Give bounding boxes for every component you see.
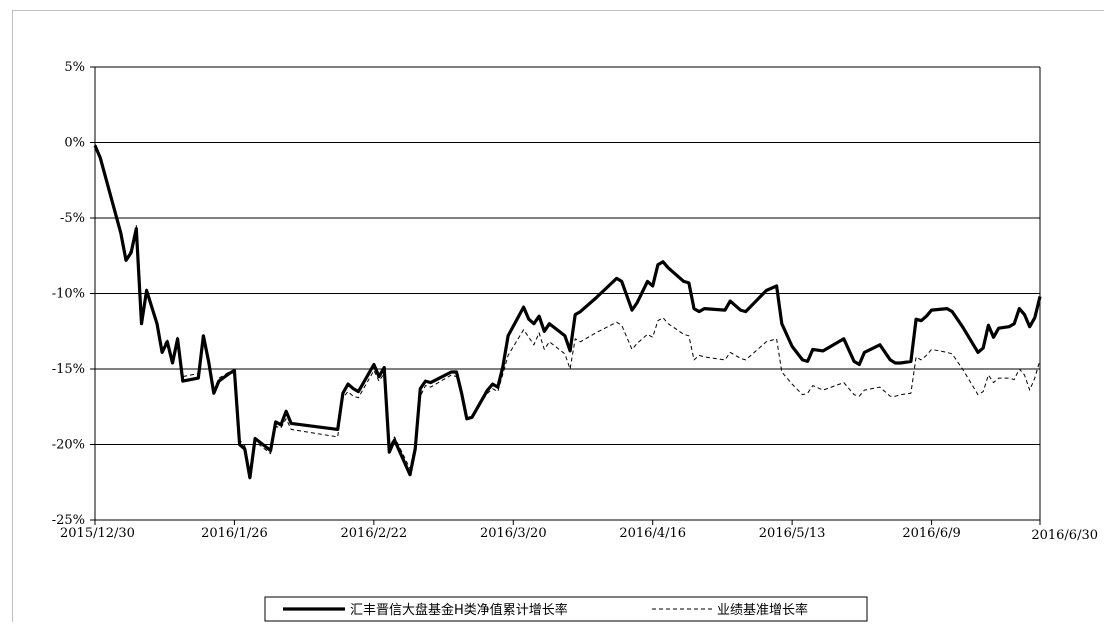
x-tick-label: 2016/2/22: [341, 526, 408, 541]
series-line-benchmark: [94, 143, 1041, 473]
x-tick-label: 2016/6/30: [1031, 528, 1098, 543]
legend-label-benchmark: 业绩基准增长率: [717, 602, 808, 618]
grid-lines: [90, 66, 1040, 521]
y-tick-label: -10%: [52, 287, 85, 302]
legend: 汇丰晋信大盘基金H类净值累计增长率 业绩基准增长率: [264, 596, 868, 622]
y-tick-label: -5%: [60, 211, 85, 226]
axes: [94, 67, 1041, 520]
x-tick-labels: 2015/12/30 2016/1/26 2016/2/22 2016/3/20 201…: [60, 520, 1098, 543]
legend-label-fund-nav: 汇丰晋信大盘基金H类净值累计增长率: [350, 602, 568, 618]
y-tick-label: -15%: [52, 362, 85, 377]
x-tick-label: 2016/1/26: [201, 526, 268, 541]
x-tick-label: 2016/5/13: [759, 526, 826, 541]
x-tick-label: 2016/6/9: [902, 526, 960, 541]
y-tick-label: -25%: [52, 513, 85, 528]
x-tick-label: 2016/4/16: [619, 526, 686, 541]
chart-frame: [12, 10, 1104, 622]
y-tick-label: 5%: [64, 60, 85, 75]
series-lines: [93, 143, 1042, 480]
y-tick-label: -20%: [52, 438, 85, 453]
x-tick-label: 2016/3/20: [480, 526, 547, 541]
y-tick-labels: 5% 0% -5% -10% -15% -20% -25%: [52, 60, 85, 528]
legend-box: [264, 596, 868, 622]
x-tick-label: 2015/12/30: [60, 526, 135, 541]
series-line-fund-nav: [93, 144, 1042, 480]
y-tick-label: 0%: [64, 136, 85, 151]
